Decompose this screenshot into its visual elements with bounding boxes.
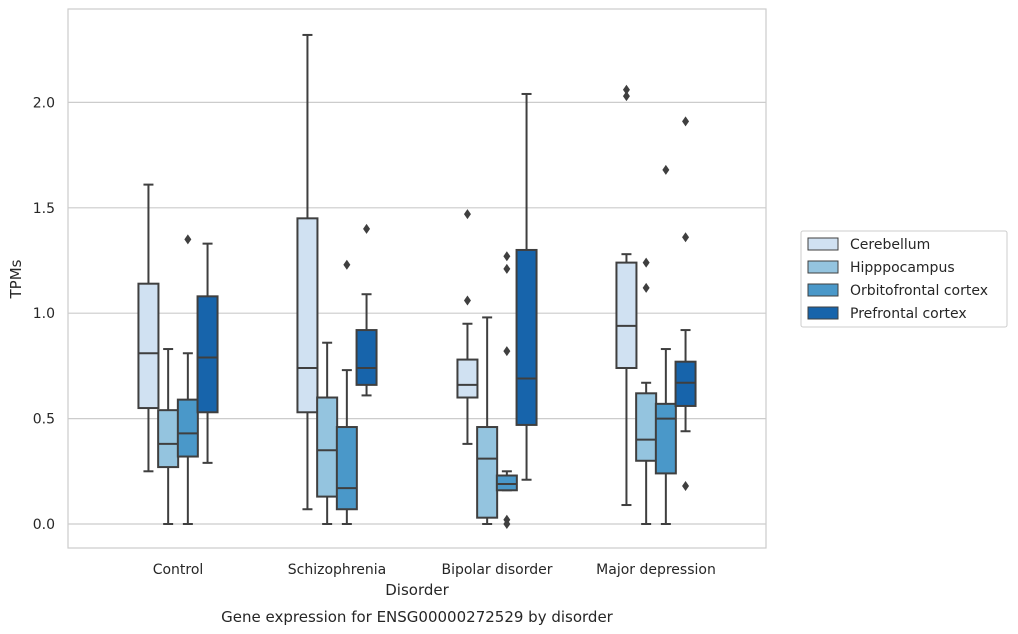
outlier-point [682, 232, 690, 243]
box-cerebellum-control [137, 183, 160, 473]
iqr-box [157, 409, 180, 469]
legend-swatch [807, 237, 839, 251]
box-cerebellum-bipolar-disorder [456, 209, 479, 445]
y-tick-label: 1.0 [33, 306, 55, 322]
iqr-box [296, 217, 319, 414]
box-prefrontal-cortex-major-depression [674, 116, 697, 492]
x-tick-labels: Control Schizophrenia Bipolar disorder Majo… [153, 562, 716, 578]
box-cerebellum-major-depression [615, 84, 638, 507]
legend-label: Cerebellum [850, 237, 930, 253]
outlier-point [642, 257, 650, 268]
x-tick-label: Bipolar disorder [441, 562, 552, 578]
outlier-point [662, 164, 670, 175]
legend-label: Prefrontal cortex [850, 306, 967, 322]
box-hipppocampus-bipolar-disorder [476, 316, 499, 525]
x-tick-label: Schizophrenia [288, 562, 386, 578]
legend-label: Hipppocampus [850, 260, 955, 276]
box-cerebellum-schizophrenia [296, 33, 319, 511]
legend-label: Orbitofrontal cortex [850, 283, 988, 299]
iqr-box [615, 261, 638, 370]
plot-area-frame [67, 8, 767, 549]
box-hipppocampus-control [157, 348, 180, 525]
outlier-point [503, 263, 511, 274]
x-tick-label: Control [153, 562, 204, 578]
outlier-point [622, 84, 630, 95]
outlier-point [463, 295, 471, 306]
iqr-box [674, 360, 697, 407]
iqr-box [635, 392, 658, 462]
x-axis-label: Disorder [385, 581, 449, 599]
outlier-point [363, 223, 371, 234]
legend-swatch [807, 260, 839, 274]
outlier-point [343, 259, 351, 270]
outlier-point [463, 209, 471, 220]
iqr-box [515, 248, 538, 426]
box-orbitofrontal-cortex-bipolar-disorder [495, 251, 518, 529]
x-tick-label: Major depression [596, 562, 716, 578]
y-axis-label: TPMs [7, 259, 25, 299]
y-tick-labels: 0.0 0.5 1.0 1.5 2.0 [33, 95, 55, 533]
box-prefrontal-cortex-bipolar-disorder [515, 92, 538, 481]
box-orbitofrontal-cortex-schizophrenia [335, 259, 358, 525]
outlier-point [642, 282, 650, 293]
y-tick-label: 0.0 [33, 517, 55, 533]
iqr-box [456, 358, 479, 399]
box-prefrontal-cortex-schizophrenia [355, 223, 378, 397]
iqr-box [355, 329, 378, 386]
box-hipppocampus-major-depression [635, 257, 658, 525]
outlier-point [503, 346, 511, 357]
iqr-box [476, 426, 499, 519]
iqr-box [137, 282, 160, 410]
legend-frame [800, 230, 1008, 328]
outlier-point [682, 116, 690, 127]
legend-swatch [807, 306, 839, 320]
outlier-point [622, 91, 630, 102]
outlier-point [184, 234, 192, 245]
iqr-box [335, 426, 358, 511]
iqr-box [316, 396, 339, 498]
iqr-box [495, 474, 518, 492]
y-tick-label: 0.5 [33, 412, 55, 428]
legend: Cerebellum Hipppocampus Orbitofrontal cort… [800, 230, 1008, 328]
iqr-box [654, 402, 677, 475]
box-orbitofrontal-cortex-major-depression [654, 164, 677, 525]
outlier-point [503, 251, 511, 262]
y-tick-label: 1.5 [33, 201, 55, 217]
box-series [137, 33, 697, 529]
legend-swatch [807, 283, 839, 297]
chart-caption: Gene expression for ENSG00000272529 by d… [221, 608, 614, 626]
y-tick-label: 2.0 [33, 95, 55, 111]
box-hipppocampus-schizophrenia [316, 341, 339, 525]
outlier-point [503, 514, 511, 525]
box-orbitofrontal-cortex-control [176, 234, 199, 525]
box-prefrontal-cortex-control [196, 242, 219, 464]
iqr-box [176, 398, 199, 458]
outlier-point [682, 481, 690, 492]
iqr-box [196, 295, 219, 414]
